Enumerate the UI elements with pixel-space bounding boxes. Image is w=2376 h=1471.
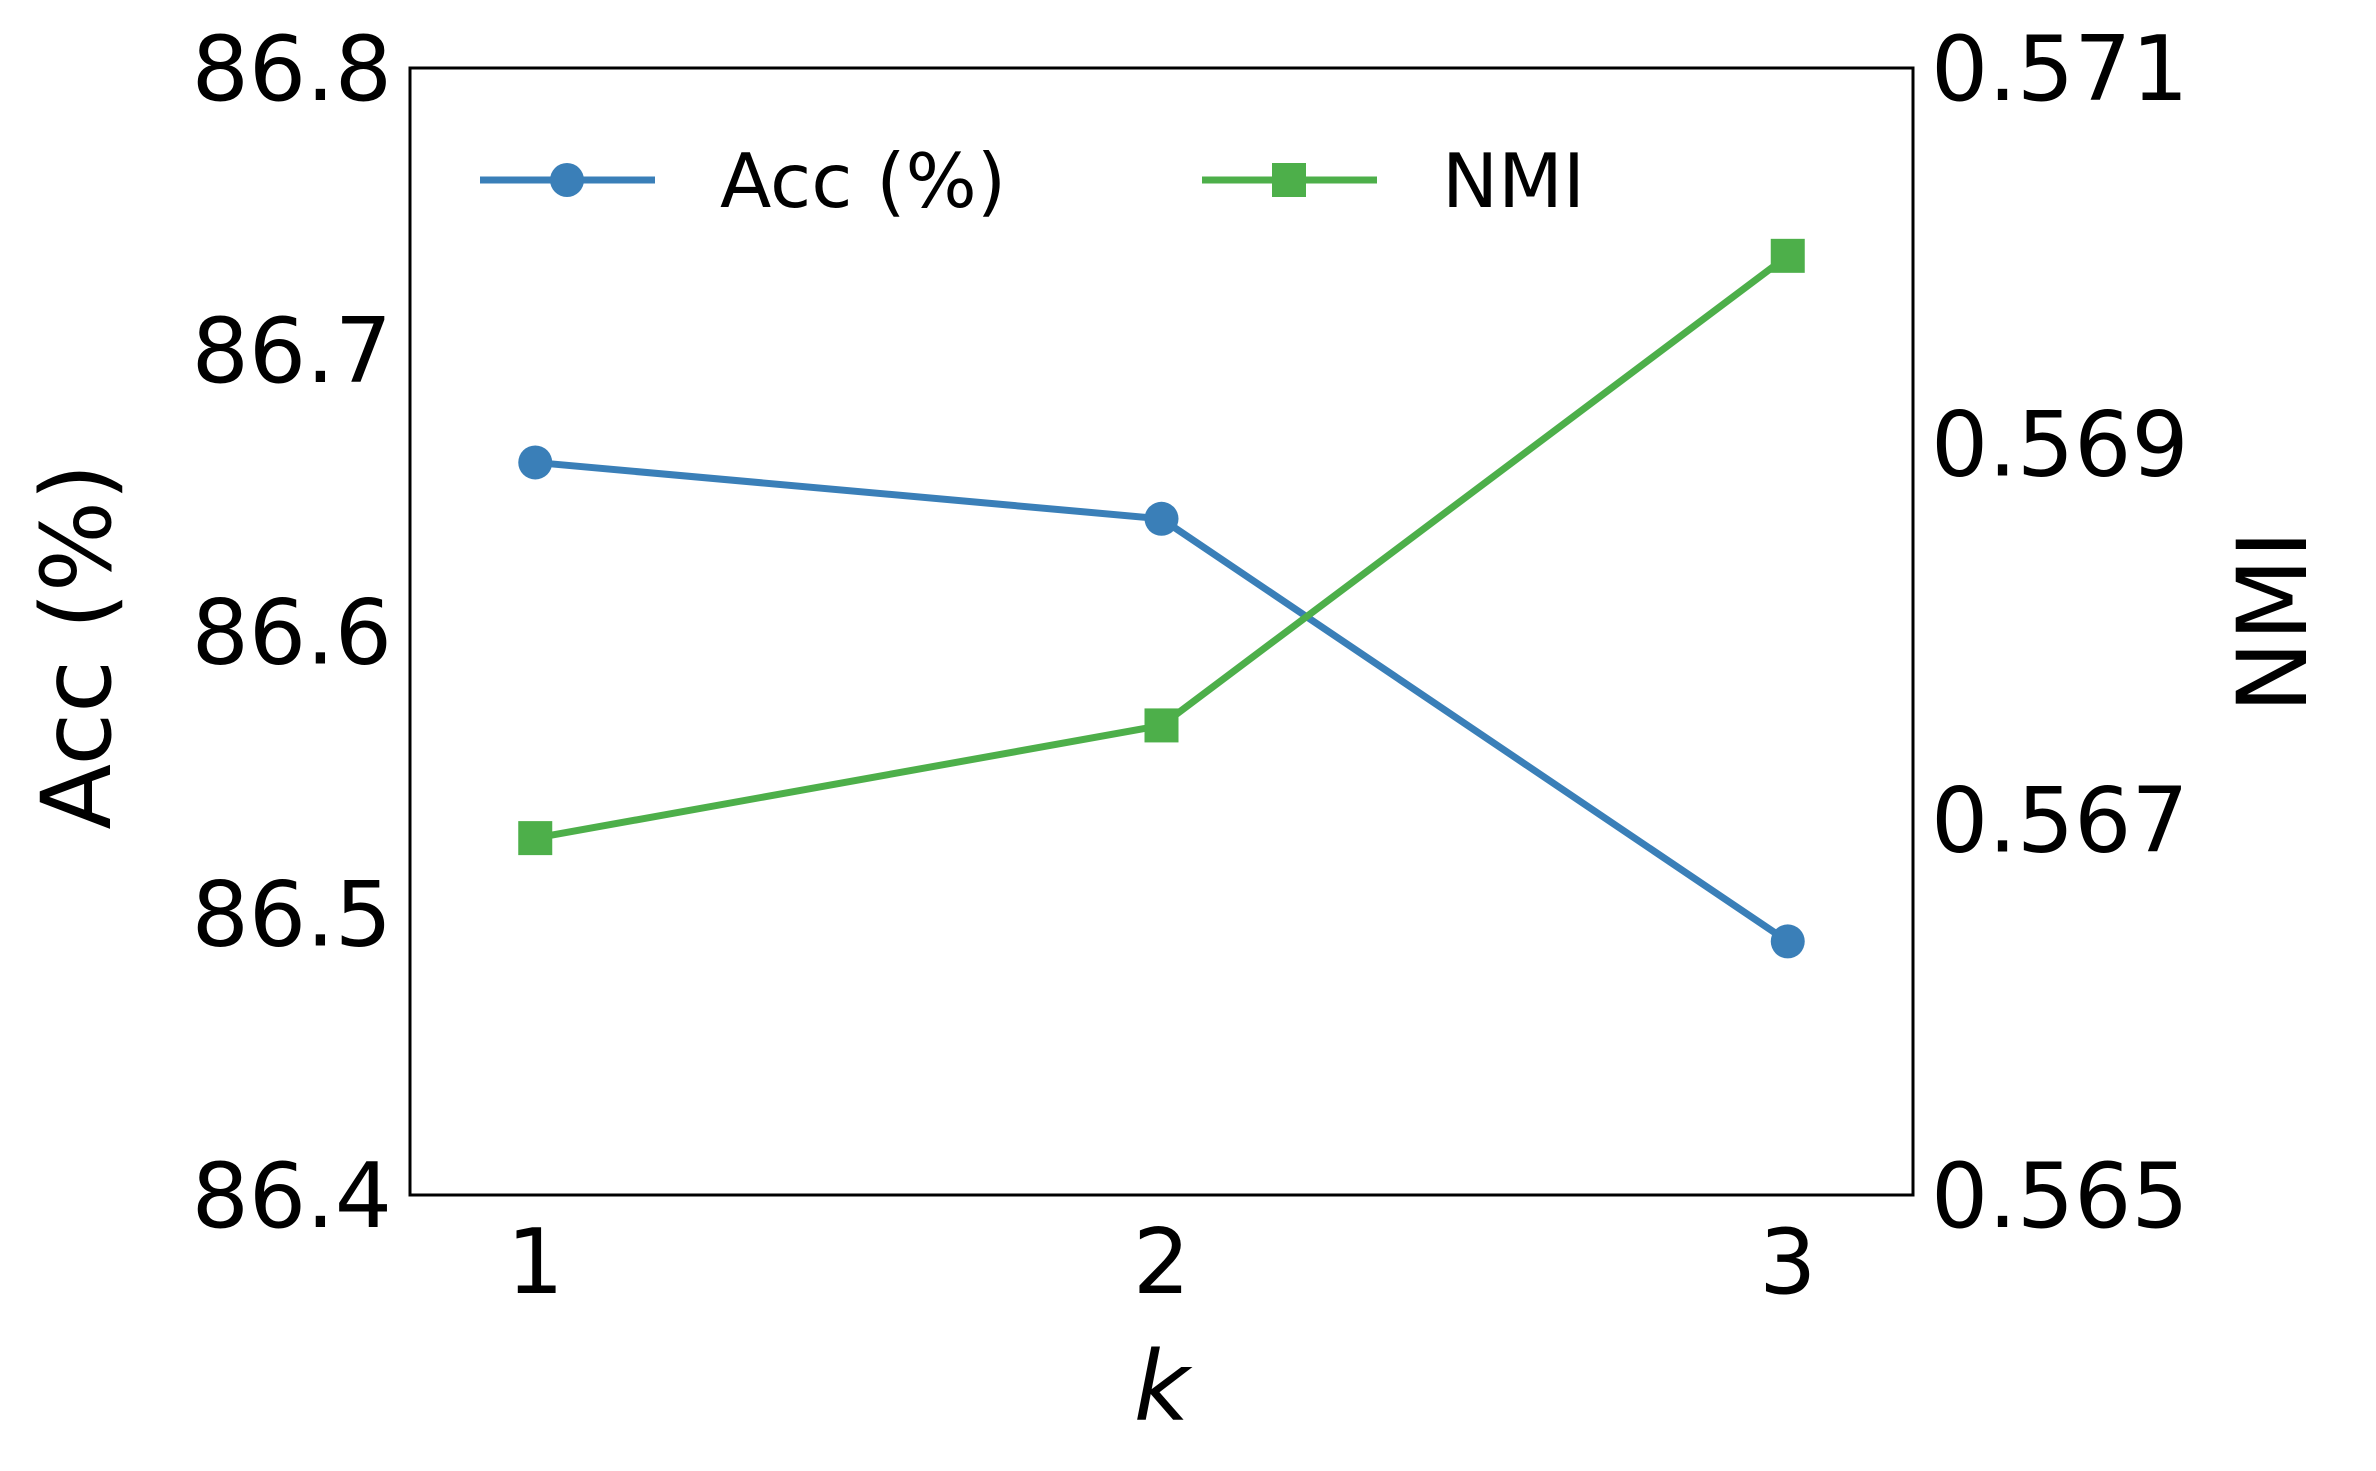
y-right-tick-label: 0.571: [1931, 17, 2189, 122]
y-right-tick-label: 0.565: [1931, 1144, 2189, 1249]
nmi-data-point: [1144, 708, 1179, 743]
nmi-series-line: [534, 253, 1790, 842]
acc-data-point: [1144, 501, 1179, 536]
ticks-layer: 1 2 3 86.4 86.5 86.6 86.7 86.8 0.565 0.567 0.569 0.…: [192, 17, 2189, 1315]
acc-data-point: [518, 445, 553, 480]
nmi-data-point: [518, 821, 553, 856]
acc-data-point: [1770, 924, 1805, 959]
x-tick-label: 3: [1759, 1210, 1816, 1315]
legend-label-acc: Acc (%): [720, 137, 1006, 225]
y-right-tick-label: 0.567: [1931, 768, 2189, 873]
y-left-tick-label: 86.4: [192, 1144, 392, 1249]
y-right-axis-title: NMI: [2217, 530, 2329, 713]
legend-marker-acc: [550, 163, 584, 197]
plot-frame: [408, 66, 1915, 1197]
legend-label-nmi: NMI: [1442, 137, 1585, 225]
legend: Acc (%) NMI: [480, 137, 1585, 225]
legend-marker-nmi: [1272, 163, 1306, 197]
y-left-tick-label: 86.8: [192, 17, 392, 122]
y-right-tick-label: 0.569: [1931, 393, 2189, 498]
y-left-tick-label: 86.7: [192, 299, 392, 404]
y-left-tick-label: 86.5: [192, 862, 392, 967]
x-tick-label: 2: [1133, 1210, 1190, 1315]
nmi-data-point: [1770, 238, 1805, 273]
x-tick-label: 1: [507, 1210, 564, 1315]
series-layer: [518, 238, 1805, 959]
y-left-axis-title: Acc (%): [21, 463, 133, 829]
x-axis-title: k: [1134, 1331, 1193, 1443]
y-left-tick-label: 86.6: [192, 581, 392, 686]
